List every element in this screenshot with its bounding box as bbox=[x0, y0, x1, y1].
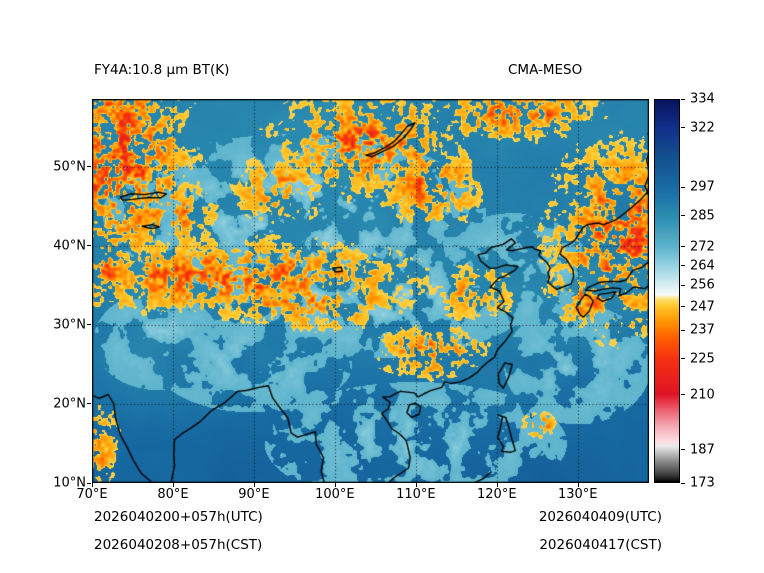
x-tick-mark bbox=[172, 483, 174, 487]
colorbar-tick-label: 264 bbox=[690, 258, 715, 274]
colorbar-tick-mark bbox=[681, 394, 685, 396]
colorbar-tick-label: 173 bbox=[690, 475, 715, 491]
x-tick-mark bbox=[334, 483, 336, 487]
colorbar-tick-mark bbox=[681, 306, 685, 307]
y-tick-mark bbox=[87, 245, 91, 247]
y-tick-mark bbox=[87, 482, 91, 484]
colorbar-tick-mark bbox=[681, 482, 685, 484]
colorbar-tick-label: 256 bbox=[690, 277, 715, 293]
colorbar-tick-label: 210 bbox=[690, 387, 715, 403]
colorbar-tick-label: 272 bbox=[690, 239, 715, 255]
colorbar-tick-label: 322 bbox=[690, 120, 715, 136]
y-tick-label: 20°N bbox=[53, 396, 86, 412]
colorbar-tick-mark bbox=[681, 449, 685, 451]
x-tick-label: 80°E bbox=[157, 487, 189, 502]
y-tick-mark bbox=[87, 324, 91, 326]
y-tick-mark bbox=[87, 403, 91, 405]
figure-title: FY4A:10.8 μm BT(K) bbox=[94, 62, 230, 78]
colorbar-tick-label: 225 bbox=[690, 351, 715, 367]
init-time-cst: 2026040208+057h(CST) bbox=[94, 537, 263, 553]
x-tick-label: 100°E bbox=[315, 487, 355, 502]
init-time-utc: 2026040200+057h(UTC) bbox=[94, 509, 263, 525]
colorbar-tick-mark bbox=[681, 329, 685, 331]
valid-time-utc: 2026040409(UTC) bbox=[538, 509, 662, 525]
x-tick-mark bbox=[253, 483, 255, 487]
colorbar-tick-label: 247 bbox=[690, 299, 715, 314]
colorbar-tick-mark bbox=[681, 127, 685, 129]
x-tick-label: 130°E bbox=[557, 487, 598, 502]
y-tick-label: 30°N bbox=[53, 317, 86, 333]
colorbar-tick-mark bbox=[681, 265, 685, 267]
model-name: CMA-MESO bbox=[508, 62, 583, 78]
x-tick-label: 70°E bbox=[76, 487, 108, 502]
bt-map-canvas bbox=[92, 99, 649, 483]
x-tick-mark bbox=[415, 483, 417, 487]
colorbar-tick-label: 297 bbox=[690, 179, 715, 195]
colorbar-tick-mark bbox=[681, 186, 685, 188]
y-tick-mark bbox=[87, 166, 91, 168]
x-tick-label: 120°E bbox=[477, 487, 517, 502]
colorbar-tick-label: 334 bbox=[690, 91, 715, 107]
x-tick-mark bbox=[92, 483, 93, 487]
x-tick-label: 90°E bbox=[238, 487, 270, 502]
x-tick-mark bbox=[496, 483, 498, 487]
colorbar-tick-mark bbox=[681, 246, 685, 248]
colorbar-tick-label: 285 bbox=[690, 208, 715, 224]
colorbar-tick-label: 187 bbox=[690, 442, 715, 458]
colorbar-tick-mark bbox=[681, 358, 685, 360]
colorbar bbox=[654, 99, 680, 483]
x-tick-mark bbox=[577, 483, 579, 487]
y-tick-label: 50°N bbox=[53, 159, 86, 175]
colorbar-tick-mark bbox=[681, 215, 685, 217]
y-tick-label: 40°N bbox=[53, 238, 86, 254]
colorbar-tick-mark bbox=[681, 284, 685, 286]
valid-time-cst: 2026040417(CST) bbox=[539, 537, 662, 553]
x-tick-label: 110°E bbox=[396, 487, 436, 502]
y-tick-label: 10°N bbox=[53, 475, 86, 491]
colorbar-tick-mark bbox=[681, 98, 685, 100]
colorbar-tick-label: 237 bbox=[690, 322, 715, 338]
